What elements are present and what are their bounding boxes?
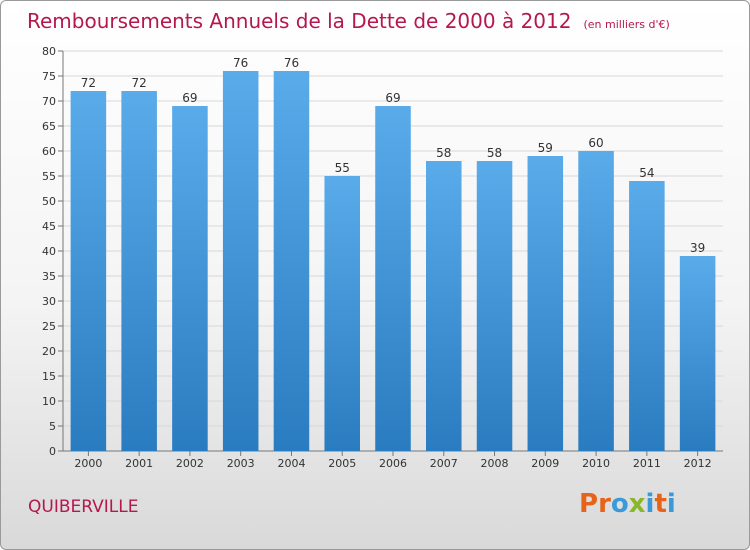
x-tick-label: 2005: [328, 457, 356, 470]
logo-letter: i: [666, 489, 676, 519]
bar-value-label: 54: [639, 166, 654, 180]
y-tick-label: 40: [42, 245, 56, 258]
bar: [273, 71, 310, 451]
logo-letter: x: [628, 489, 646, 519]
bar: [629, 181, 665, 451]
logo-letter: t: [654, 489, 667, 519]
x-tick-label: 2002: [176, 457, 204, 470]
bar: [527, 156, 564, 451]
bar-value-label: 69: [385, 91, 400, 105]
bar: [679, 256, 716, 451]
y-tick-label: 60: [42, 145, 56, 158]
bar: [578, 151, 614, 451]
bar-value-label: 69: [182, 91, 197, 105]
y-tick-label: 30: [42, 295, 56, 308]
chart-unit-note: (en milliers d'€): [583, 18, 670, 31]
y-tick-label: 5: [49, 420, 56, 433]
bar: [70, 91, 107, 451]
bar: [476, 161, 513, 451]
x-tick-label: 2007: [430, 457, 458, 470]
y-tick-label: 15: [42, 370, 56, 383]
bar: [426, 161, 462, 451]
x-tick-label: 2000: [74, 457, 102, 470]
y-tick-label: 80: [42, 45, 56, 58]
y-tick-label: 10: [42, 395, 56, 408]
x-tick-label: 2008: [481, 457, 509, 470]
proxiti-logo: Proxiti: [579, 489, 676, 519]
bar-value-label: 72: [132, 76, 147, 90]
logo-letter: P: [579, 489, 599, 519]
x-tick-label: 2012: [684, 457, 712, 470]
bar: [375, 106, 411, 451]
y-tick-label: 75: [42, 70, 56, 83]
bar-value-label: 76: [284, 56, 299, 70]
y-tick-label: 70: [42, 95, 56, 108]
x-tick-label: 2009: [531, 457, 559, 470]
bar: [172, 106, 208, 451]
logo-letter: i: [645, 489, 655, 519]
x-tick-label: 2001: [125, 457, 153, 470]
y-tick-label: 0: [49, 445, 56, 458]
x-tick-label: 2004: [277, 457, 305, 470]
y-tick-label: 20: [42, 345, 56, 358]
bar-value-label: 60: [588, 136, 603, 150]
bar-value-label: 55: [335, 161, 350, 175]
x-tick-label: 2010: [582, 457, 610, 470]
chart-title-text: Remboursements Annuels de la Dette de 20…: [27, 9, 572, 33]
bar-value-label: 58: [487, 146, 502, 160]
logo-letter: o: [610, 489, 629, 519]
y-tick-label: 50: [42, 195, 56, 208]
y-tick-label: 65: [42, 120, 56, 133]
y-tick-label: 25: [42, 320, 56, 333]
bar-value-label: 39: [690, 241, 705, 255]
bar: [324, 176, 360, 451]
x-tick-label: 2011: [633, 457, 661, 470]
x-tick-label: 2006: [379, 457, 407, 470]
x-tick-label: 2003: [227, 457, 255, 470]
bar: [222, 71, 259, 451]
bar-value-label: 59: [538, 141, 553, 155]
chart-title: Remboursements Annuels de la Dette de 20…: [27, 9, 670, 33]
commune-name: QUIBERVILLE: [28, 497, 139, 517]
bar-value-label: 76: [233, 56, 248, 70]
logo-letter: r: [598, 489, 611, 519]
y-tick-label: 35: [42, 270, 56, 283]
bar-value-label: 58: [436, 146, 451, 160]
bar: [121, 91, 157, 451]
y-tick-label: 45: [42, 220, 56, 233]
bar-value-label: 72: [81, 76, 96, 90]
y-tick-label: 55: [42, 170, 56, 183]
